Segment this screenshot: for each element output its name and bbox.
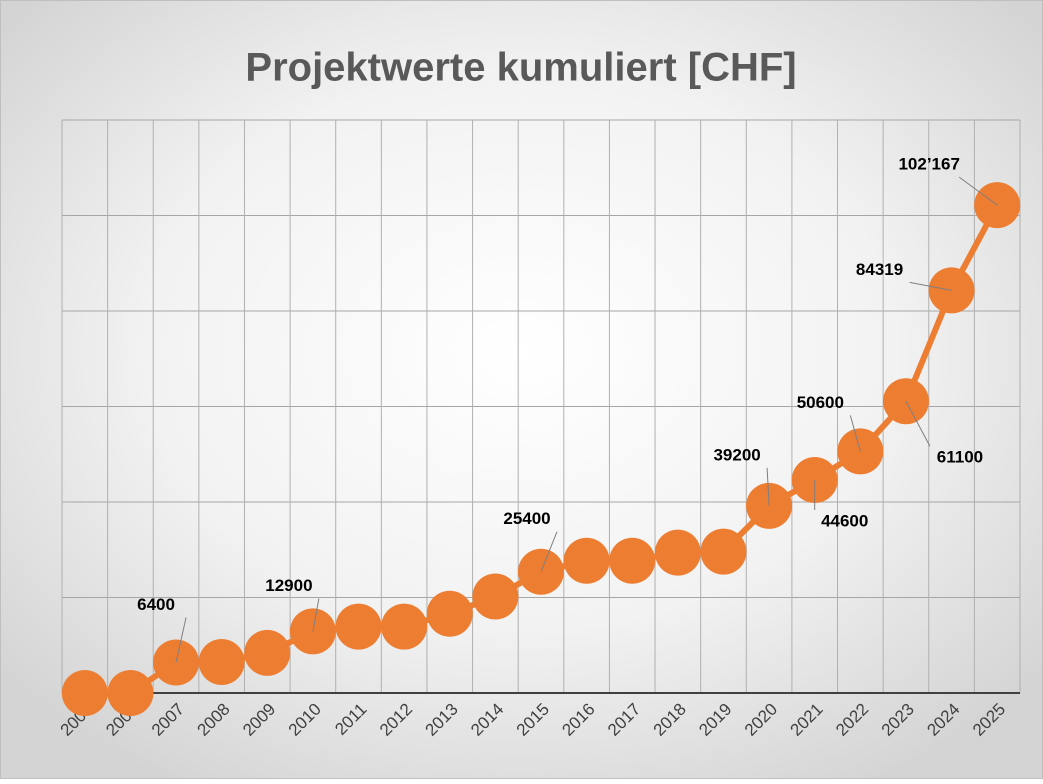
data-label: 44600	[821, 512, 868, 531]
data-point	[700, 528, 747, 575]
data-point	[61, 670, 108, 716]
data-point	[654, 529, 701, 576]
data-label: 50600	[797, 393, 844, 412]
label-leader	[905, 401, 931, 447]
label-leader	[175, 617, 187, 663]
plot: 6400 12900 25400 39200 44600 50600 61100 84319 1…	[61, 155, 1021, 716]
data-point	[198, 638, 245, 685]
chart-title: Projektwerte kumuliert [CHF]	[245, 46, 796, 90]
data-label: 6400	[137, 595, 175, 614]
data-label: 102’167	[898, 155, 959, 174]
data-label: 25400	[503, 509, 550, 528]
data-point	[609, 537, 656, 584]
label-leader	[909, 281, 952, 291]
label-leader	[849, 415, 861, 452]
data-label: 61100	[937, 448, 983, 467]
data-label: 12900	[265, 576, 312, 595]
data-point	[335, 603, 382, 650]
label-leader	[540, 531, 558, 572]
data-point	[472, 573, 519, 620]
data-point	[381, 603, 428, 650]
label-leader	[312, 598, 320, 632]
data-point	[563, 537, 610, 584]
data-point	[244, 629, 291, 676]
data-point	[107, 670, 154, 716]
label-leader	[766, 467, 770, 506]
label-leader	[958, 176, 998, 206]
data-label: 84319	[856, 260, 903, 279]
grid: 2005 2006 2007 2008 2009 2010 2011 2012 2013 2014…	[57, 119, 1021, 740]
data-label: 39200	[713, 445, 760, 464]
data-point	[426, 590, 473, 637]
